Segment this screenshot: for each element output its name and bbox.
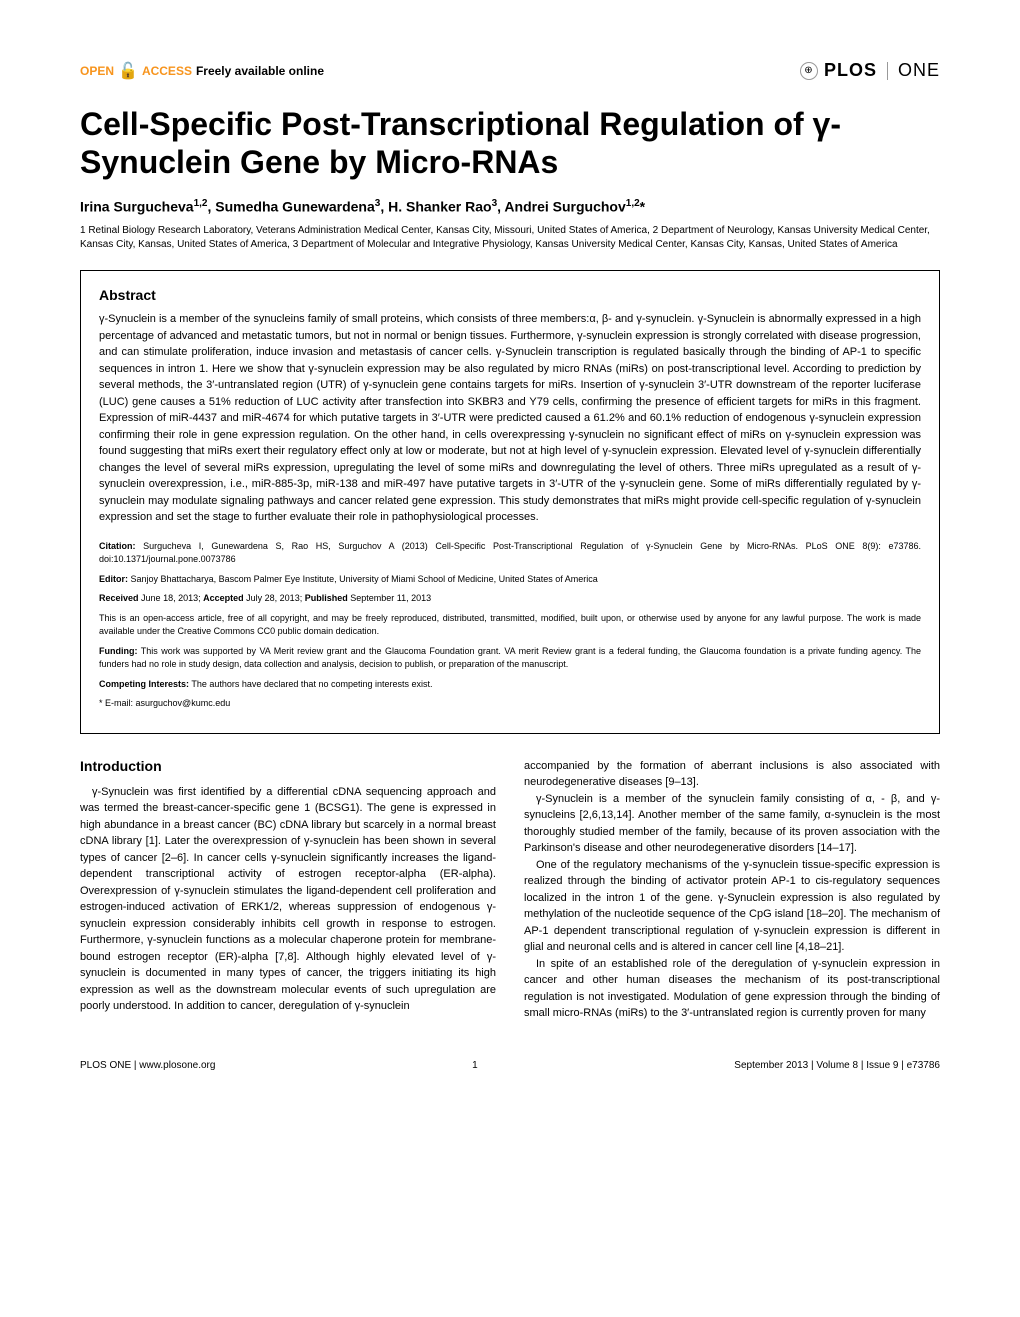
license-line: This is an open-access article, free of … [99, 612, 921, 639]
open-access-prefix: OPEN [80, 64, 114, 78]
abstract-box: Abstract γ-Synuclein is a member of the … [80, 270, 940, 734]
authors: Irina Surgucheva1,2, Sumedha Gunewardena… [80, 198, 940, 215]
logo-separator [887, 62, 888, 80]
email-line: * E-mail: asurguchov@kumc.edu [99, 697, 921, 711]
journal-logo: ⊕ PLOS ONE [800, 60, 940, 81]
email-label: * E-mail: [99, 698, 133, 708]
intro-right-p4: In spite of an established role of the d… [524, 956, 940, 1022]
intro-right-p1: accompanied by the formation of aberrant… [524, 758, 940, 791]
plos-circle-icon: ⊕ [800, 62, 818, 80]
body-columns: Introduction γ-Synuclein was first ident… [80, 758, 940, 1022]
editor-line: Editor: Sanjoy Bhattacharya, Bascom Palm… [99, 573, 921, 587]
received-label: Received [99, 593, 139, 603]
competing-label: Competing Interests: [99, 679, 189, 689]
open-access-tag: Freely available online [196, 64, 324, 78]
affiliations: 1 Retinal Biology Research Laboratory, V… [80, 224, 940, 252]
intro-left-p1: γ-Synuclein was first identified by a di… [80, 784, 496, 1015]
funding-label: Funding: [99, 646, 137, 656]
citation-label: Citation: [99, 541, 136, 551]
dates-line: Received June 18, 2013; Accepted July 28… [99, 592, 921, 606]
open-access-badge: OPEN 🔓 ACCESS Freely available online [80, 61, 324, 81]
accepted-label: Accepted [203, 593, 244, 603]
journal-plos: PLOS [824, 60, 877, 81]
left-column: Introduction γ-Synuclein was first ident… [80, 758, 496, 1022]
editor-text: Sanjoy Bhattacharya, Bascom Palmer Eye I… [131, 574, 598, 584]
footer-left: PLOS ONE | www.plosone.org [80, 1060, 215, 1071]
page-footer: PLOS ONE | www.plosone.org 1 September 2… [80, 1052, 940, 1071]
competing-text: The authors have declared that no compet… [191, 679, 432, 689]
unlock-icon: 🔓 [118, 61, 138, 81]
open-access-suffix: ACCESS [142, 64, 192, 78]
email-text: asurguchov@kumc.edu [136, 698, 231, 708]
intro-right-p2: γ-Synuclein is a member of the synuclein… [524, 791, 940, 857]
funding-text: This work was supported by VA Merit revi… [99, 646, 921, 670]
citation-line: Citation: Surgucheva I, Gunewardena S, R… [99, 540, 921, 567]
editor-label: Editor: [99, 574, 128, 584]
footer-page-number: 1 [472, 1060, 478, 1071]
received-text: June 18, 2013; [141, 593, 201, 603]
competing-line: Competing Interests: The authors have de… [99, 678, 921, 692]
article-title: Cell-Specific Post-Transcriptional Regul… [80, 105, 940, 182]
intro-heading: Introduction [80, 758, 496, 774]
abstract-heading: Abstract [99, 287, 921, 303]
footer-right: September 2013 | Volume 8 | Issue 9 | e7… [734, 1060, 940, 1071]
abstract-text: γ-Synuclein is a member of the synuclein… [99, 311, 921, 526]
journal-one: ONE [898, 60, 940, 81]
accepted-text: July 28, 2013; [246, 593, 302, 603]
published-label: Published [305, 593, 348, 603]
right-column: accompanied by the formation of aberrant… [524, 758, 940, 1022]
header: OPEN 🔓 ACCESS Freely available online ⊕ … [80, 60, 940, 81]
published-text: September 11, 2013 [350, 593, 431, 603]
citation-text: Surgucheva I, Gunewardena S, Rao HS, Sur… [99, 541, 921, 565]
intro-right-p3: One of the regulatory mechanisms of the … [524, 857, 940, 956]
funding-line: Funding: This work was supported by VA M… [99, 645, 921, 672]
